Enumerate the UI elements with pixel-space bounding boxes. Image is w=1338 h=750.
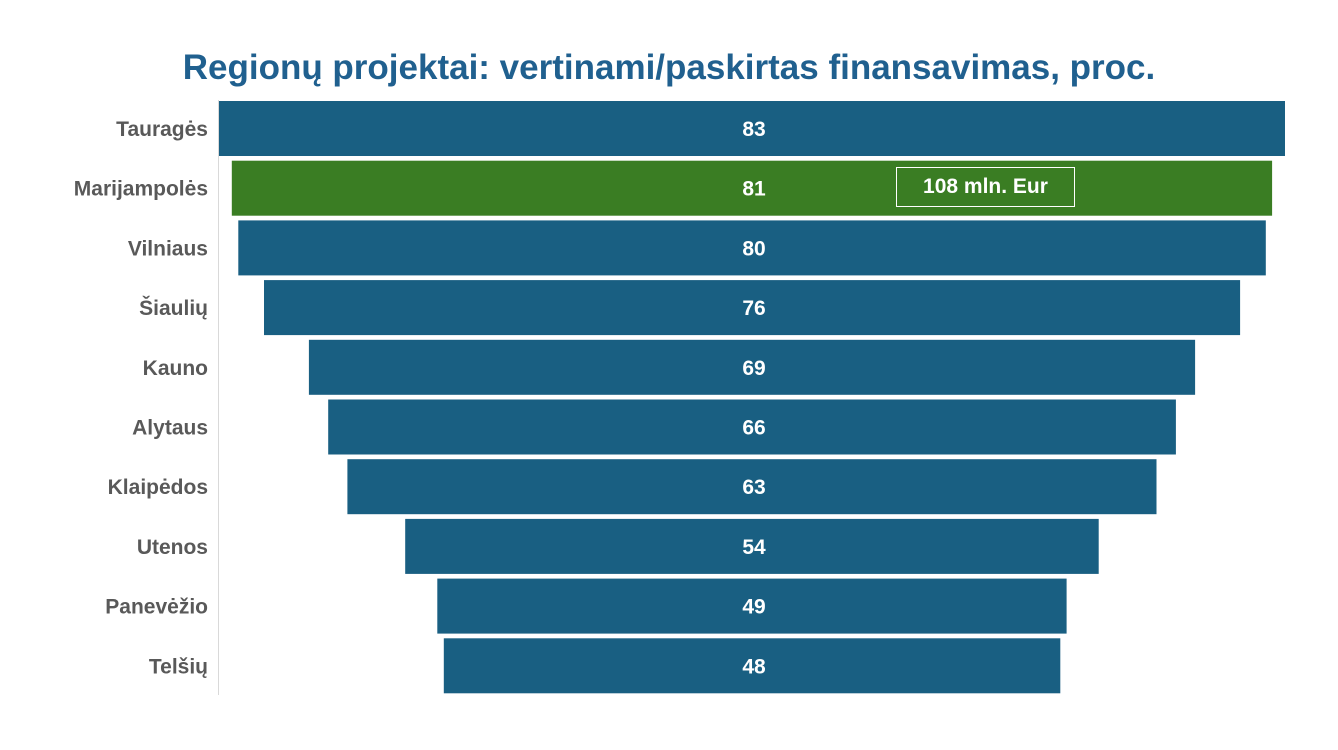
category-label-Telšių: Telšių	[149, 655, 208, 678]
category-label-Panevėžio: Panevėžio	[105, 596, 208, 619]
category-label-Klaipėdos: Klaipėdos	[108, 476, 208, 499]
labels-layer: 83 Tauragės 81 Marijampolės 80 Vilniaus 76 Šiau…	[74, 118, 766, 678]
category-label-Vilniaus: Vilniaus	[128, 237, 208, 260]
bar-Vilniaus	[238, 220, 1266, 276]
category-label-Kauno: Kauno	[143, 357, 208, 380]
data-label-Tauragės: 83	[742, 118, 765, 141]
bar-Klaipėdos	[347, 459, 1157, 515]
data-label-Telšių: 48	[742, 655, 766, 678]
category-label-Marijampolės: Marijampolės	[74, 178, 208, 201]
bar-Marijampolės	[231, 160, 1273, 216]
category-label-Alytaus: Alytaus	[132, 417, 208, 440]
data-label-Šiaulių: 76	[742, 297, 765, 320]
bar-Utenos	[405, 518, 1099, 574]
bar-Alytaus	[328, 399, 1176, 455]
category-label-Tauragės: Tauragės	[116, 118, 208, 141]
data-label-Klaipėdos: 63	[742, 476, 765, 499]
data-label-Panevėžio: 49	[742, 596, 765, 619]
funding-callout: 108 mln. Eur	[896, 167, 1075, 207]
bar-Šiaulių	[264, 280, 1241, 336]
data-label-Alytaus: 66	[742, 417, 765, 440]
bar-Telšių	[443, 638, 1061, 694]
category-label-Šiaulių: Šiaulių	[139, 296, 208, 320]
data-label-Kauno: 69	[742, 357, 765, 380]
chart-title: Regionų projektai: vertinami/paskirtas f…	[182, 48, 1156, 87]
bar-Panevėžio	[437, 578, 1067, 634]
bar-Tauragės	[219, 101, 1285, 156]
bar-Kauno	[308, 339, 1196, 395]
data-label-Utenos: 54	[742, 536, 766, 559]
data-label-Marijampolės: 81	[742, 178, 766, 201]
category-label-Utenos: Utenos	[137, 536, 208, 559]
data-label-Vilniaus: 80	[742, 237, 765, 260]
bars-layer	[219, 101, 1285, 694]
